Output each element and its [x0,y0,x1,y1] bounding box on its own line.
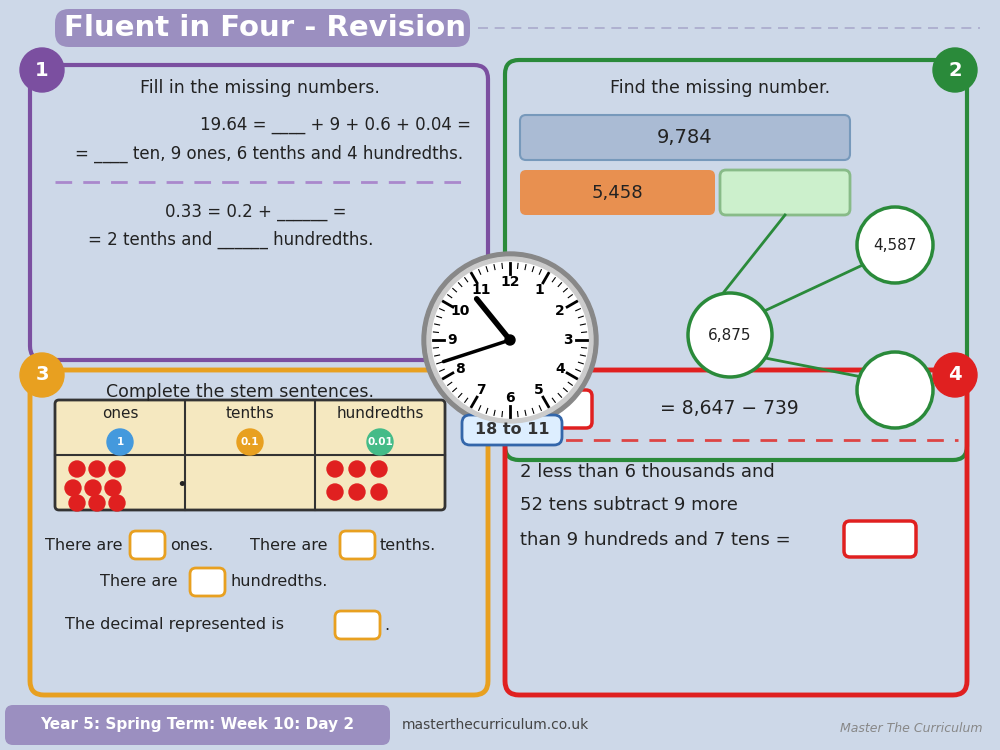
Circle shape [432,262,588,418]
Text: 6,875: 6,875 [708,328,752,343]
Circle shape [371,461,387,477]
Text: 4,587: 4,587 [873,238,917,253]
Text: There are: There are [100,574,178,590]
Text: = 2 tenths and ______ hundredths.: = 2 tenths and ______ hundredths. [88,231,373,249]
Text: Find the missing number.: Find the missing number. [610,79,830,97]
Circle shape [349,484,365,500]
Text: hundredths: hundredths [336,406,424,422]
FancyBboxPatch shape [520,390,592,428]
Text: .: . [384,617,389,632]
FancyBboxPatch shape [5,705,390,745]
Text: 6: 6 [505,391,515,405]
Circle shape [505,335,515,345]
Text: Fill in the missing numbers.: Fill in the missing numbers. [140,79,380,97]
Circle shape [109,461,125,477]
FancyBboxPatch shape [190,568,225,596]
Circle shape [20,353,64,397]
Text: 11: 11 [471,283,491,297]
Text: 0.01: 0.01 [367,437,393,447]
Circle shape [427,257,593,423]
Circle shape [20,48,64,92]
Text: The decimal represented is: The decimal represented is [65,617,284,632]
Text: 2 less than 6 thousands and: 2 less than 6 thousands and [520,463,775,481]
Text: 4: 4 [948,365,962,385]
Text: 3: 3 [35,365,49,385]
Text: Master The Curriculum: Master The Curriculum [840,722,982,734]
Text: 1: 1 [116,437,124,447]
Text: masterthecurriculum.co.uk: masterthecurriculum.co.uk [401,718,589,732]
Text: 1: 1 [534,283,544,297]
Circle shape [857,207,933,283]
Text: 1: 1 [35,61,49,80]
Text: 5,458: 5,458 [592,184,643,202]
Text: = 8,647 − 739: = 8,647 − 739 [660,398,799,418]
Text: 12: 12 [500,275,520,289]
Circle shape [327,484,343,500]
Circle shape [69,461,85,477]
Circle shape [105,480,121,496]
Text: 18 to 11: 18 to 11 [475,422,549,437]
Text: There are: There are [45,538,122,553]
Text: •: • [177,476,187,494]
Text: 5: 5 [534,383,544,398]
Text: 2: 2 [555,304,565,318]
Circle shape [933,353,977,397]
FancyBboxPatch shape [520,115,850,160]
Text: Fluent in Four - Revision: Fluent in Four - Revision [64,14,466,42]
FancyBboxPatch shape [55,9,470,47]
FancyBboxPatch shape [520,170,715,215]
Circle shape [367,429,393,455]
Circle shape [857,352,933,428]
Text: Year 5: Spring Term: Week 10: Day 2: Year 5: Spring Term: Week 10: Day 2 [40,718,354,733]
Text: = ____ ten, 9 ones, 6 tenths and 4 hundredths.: = ____ ten, 9 ones, 6 tenths and 4 hundr… [75,145,463,164]
Text: ones.: ones. [170,538,213,553]
FancyBboxPatch shape [720,170,850,215]
Text: 7: 7 [476,383,486,398]
Text: ones: ones [102,406,138,422]
Circle shape [327,461,343,477]
Text: 0.1: 0.1 [241,437,259,447]
Circle shape [688,293,772,377]
Circle shape [89,495,105,511]
Circle shape [422,252,598,428]
Text: 52 tens subtract 9 more: 52 tens subtract 9 more [520,496,738,514]
Circle shape [89,461,105,477]
Text: There are: There are [250,538,328,553]
Text: 2: 2 [948,61,962,80]
FancyBboxPatch shape [462,415,562,445]
Circle shape [237,429,263,455]
FancyBboxPatch shape [844,521,916,557]
Circle shape [349,461,365,477]
Text: 9: 9 [447,333,457,347]
Text: 4: 4 [555,362,565,376]
Circle shape [107,429,133,455]
Circle shape [65,480,81,496]
Text: tenths: tenths [226,406,274,422]
Text: Complete the stem sentences.: Complete the stem sentences. [106,383,374,401]
Circle shape [85,480,101,496]
Circle shape [69,495,85,511]
FancyBboxPatch shape [335,611,380,639]
Text: 0.33 = 0.2 + ______ =: 0.33 = 0.2 + ______ = [165,203,347,221]
Text: tenths.: tenths. [380,538,436,553]
FancyBboxPatch shape [55,400,445,510]
Text: 8: 8 [455,362,465,376]
Text: 3: 3 [563,333,573,347]
Text: 19.64 = ____ + 9 + 0.6 + 0.04 =: 19.64 = ____ + 9 + 0.6 + 0.04 = [200,116,471,134]
Circle shape [109,495,125,511]
FancyBboxPatch shape [340,531,375,559]
Text: 9,784: 9,784 [657,128,713,147]
Circle shape [371,484,387,500]
FancyBboxPatch shape [130,531,165,559]
Text: 10: 10 [450,304,469,318]
Text: than 9 hundreds and 7 tens =: than 9 hundreds and 7 tens = [520,531,791,549]
Text: hundredths.: hundredths. [230,574,327,590]
Circle shape [933,48,977,92]
